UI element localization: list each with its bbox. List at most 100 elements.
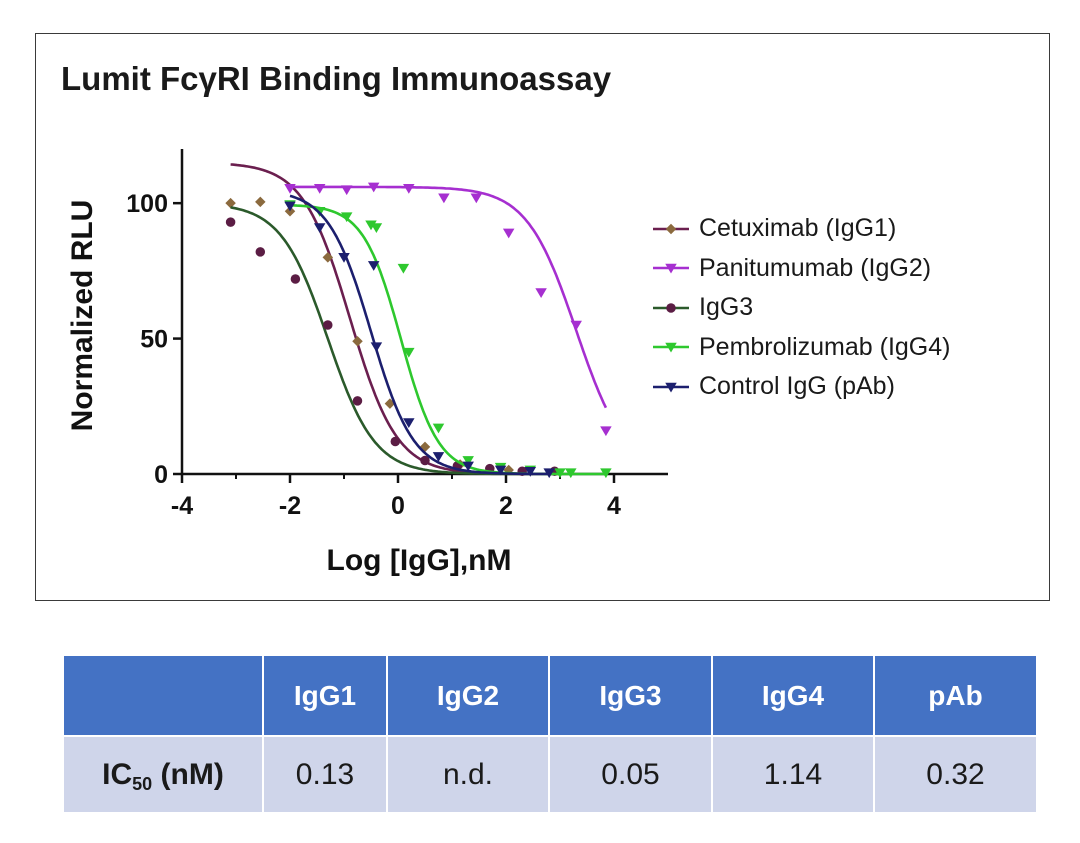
data-point bbox=[502, 228, 515, 239]
data-point bbox=[367, 261, 380, 271]
legend-label: Cetuximab (IgG1) bbox=[699, 214, 897, 243]
data-point bbox=[565, 468, 577, 479]
data-point bbox=[600, 468, 612, 479]
table-header-cell: IgG1 bbox=[262, 654, 388, 737]
legend: Cetuximab (IgG1) Panitumumab (IgG2) IgG3 Pe… bbox=[651, 209, 950, 407]
fit-curve bbox=[289, 203, 606, 476]
row-label-main: IC bbox=[102, 757, 133, 791]
data-point bbox=[543, 468, 555, 479]
y-tick-label: 100 bbox=[126, 190, 168, 218]
row-label-ic50: IC50 (nM) bbox=[62, 735, 264, 814]
table-header-cell bbox=[62, 654, 264, 737]
data-point bbox=[255, 247, 266, 257]
data-point bbox=[323, 320, 333, 330]
data-point bbox=[470, 193, 483, 204]
legend-label: Panitumumab (IgG2) bbox=[699, 253, 932, 282]
data-point bbox=[462, 461, 474, 472]
data-point bbox=[365, 220, 377, 231]
legend-marker bbox=[665, 342, 677, 353]
data-point bbox=[290, 274, 301, 284]
table-row: IC50 (nM) 0.13 n.d. 0.05 1.14 0.32 bbox=[62, 735, 1038, 814]
legend-swatch bbox=[653, 382, 689, 393]
data-point bbox=[397, 263, 410, 274]
series-3 bbox=[284, 200, 612, 479]
fit-curve bbox=[230, 163, 533, 476]
legend-marker bbox=[665, 263, 677, 274]
data-point bbox=[284, 201, 296, 212]
legend-marker bbox=[666, 303, 676, 313]
chart-title: Lumit FcγRI Binding Immunoassay bbox=[61, 60, 612, 97]
series-0 bbox=[225, 163, 533, 476]
x-tick-label: 0 bbox=[391, 492, 405, 520]
x-tick-label: -2 bbox=[279, 492, 301, 520]
table-cell: 1.14 bbox=[711, 735, 875, 814]
legend-label: IgG3 bbox=[699, 293, 754, 322]
data-point bbox=[225, 197, 236, 209]
data-point bbox=[420, 455, 430, 466]
y-tick-label: 50 bbox=[140, 326, 168, 354]
row-label-subscript: 50 bbox=[132, 773, 153, 794]
data-point bbox=[322, 252, 334, 263]
data-point bbox=[340, 185, 353, 196]
data-point bbox=[370, 223, 383, 234]
table-cell: 0.32 bbox=[873, 735, 1038, 814]
legend-swatch bbox=[653, 263, 689, 274]
data-point bbox=[432, 423, 445, 434]
data-point bbox=[352, 336, 363, 347]
data-point bbox=[313, 223, 326, 234]
x-axis-label: Log [IgG],nM bbox=[327, 544, 512, 577]
series-4 bbox=[284, 194, 555, 479]
data-point bbox=[352, 396, 363, 406]
legend-item: Cetuximab (IgG1) bbox=[651, 209, 950, 249]
table-cell: n.d. bbox=[386, 735, 550, 814]
legend-item: Panitumumab (IgG2) bbox=[651, 249, 950, 289]
data-point bbox=[535, 288, 547, 299]
legend-swatch bbox=[653, 303, 689, 313]
data-point bbox=[255, 196, 266, 208]
fit-curve bbox=[230, 206, 533, 476]
table-header-cell: IgG3 bbox=[548, 654, 713, 737]
data-point bbox=[570, 320, 582, 331]
data-point bbox=[432, 452, 445, 462]
row-label-unit: (nM) bbox=[152, 757, 224, 791]
table-header-cell: pAb bbox=[873, 654, 1038, 737]
data-point bbox=[284, 183, 296, 194]
fit-curve bbox=[289, 194, 550, 476]
legend-swatch bbox=[653, 223, 689, 234]
data-point bbox=[338, 253, 350, 263]
series-1 bbox=[284, 182, 612, 437]
data-point bbox=[438, 193, 450, 204]
legend-marker bbox=[665, 223, 677, 234]
y-axis-label: Normalized RLU bbox=[66, 200, 99, 432]
table-header-row: IgG1 IgG2 IgG3 IgG4 pAb bbox=[62, 654, 1038, 737]
plot-area: -4 -2 0 2 4 0 50 100 Log [IgG],nM Normalized RLU bbox=[66, 149, 668, 577]
data-point bbox=[367, 182, 380, 193]
legend-item: Control IgG (pAb) bbox=[651, 367, 950, 407]
table-cell: 0.05 bbox=[548, 735, 713, 814]
legend-label: Pembrolizumab (IgG4) bbox=[699, 332, 951, 361]
ic50-table: IgG1 IgG2 IgG3 IgG4 pAb IC50 (nM) 0.13 n… bbox=[62, 654, 1038, 814]
legend-marker bbox=[665, 382, 677, 393]
legend-item: IgG3 bbox=[651, 288, 950, 328]
chart-panel: Lumit FcγRI Binding Immunoassay -4 -2 0 2 4 0… bbox=[35, 33, 1050, 601]
data-point bbox=[340, 212, 353, 223]
data-point bbox=[524, 466, 537, 477]
table-header-cell: IgG2 bbox=[386, 654, 550, 737]
legend-item: Pembrolizumab (IgG4) bbox=[651, 328, 950, 368]
table-cell: 0.13 bbox=[262, 735, 388, 814]
data-point bbox=[600, 426, 612, 437]
legend-swatch bbox=[653, 342, 689, 353]
data-point bbox=[313, 183, 326, 194]
data-point bbox=[403, 347, 415, 358]
y-tick-label: 0 bbox=[154, 461, 168, 489]
data-point bbox=[403, 183, 415, 194]
data-point bbox=[554, 468, 566, 479]
data-point bbox=[462, 456, 474, 466]
data-point bbox=[403, 418, 415, 429]
data-point bbox=[390, 436, 401, 447]
fit-curve bbox=[290, 185, 608, 409]
data-point bbox=[494, 465, 507, 476]
x-tick-label: -4 bbox=[171, 492, 193, 520]
table-header-cell: IgG4 bbox=[711, 654, 875, 737]
legend-label: Control IgG (pAb) bbox=[699, 372, 895, 401]
